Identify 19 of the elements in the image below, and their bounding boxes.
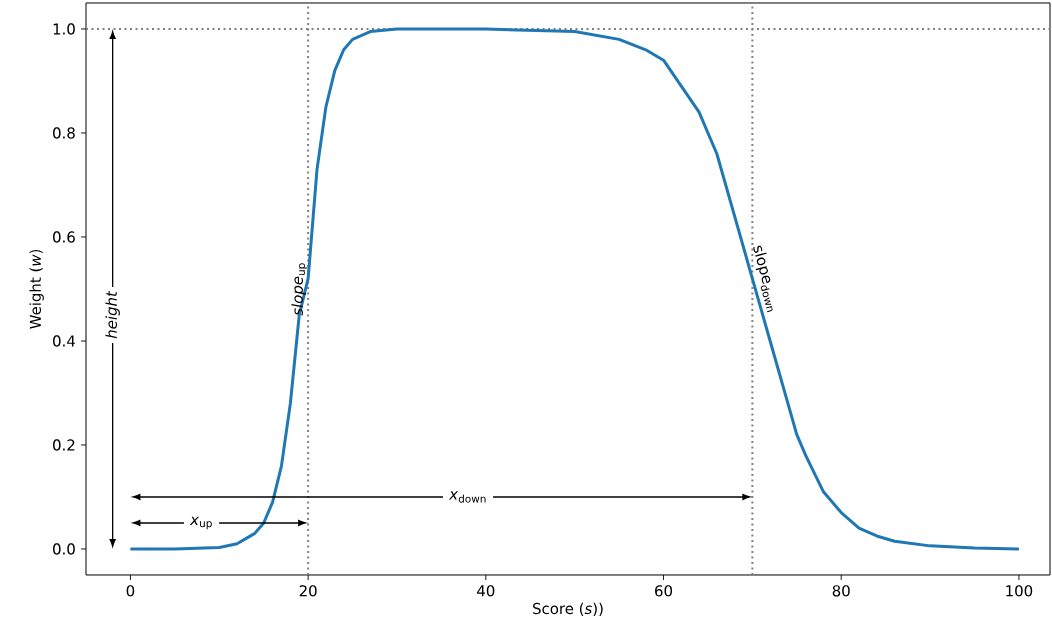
x-axis-title: Score (s)) xyxy=(533,602,603,616)
annotation: x$_{up}$ xyxy=(189,516,212,530)
y-tick-label: 0.6 xyxy=(53,231,75,243)
x-tick-label: 20 xyxy=(299,585,317,597)
x-tick-label: 40 xyxy=(477,585,495,597)
y-tick-label: 0.0 xyxy=(53,543,75,555)
y-axis-title: Weight (w) xyxy=(29,249,44,329)
y-tick-label: 0.4 xyxy=(53,335,75,347)
annotation: height xyxy=(105,290,120,339)
y-tick-label: 0.2 xyxy=(53,439,75,451)
x-tick-label: 80 xyxy=(832,585,850,597)
annotation: slope$_{down}$ xyxy=(753,245,773,313)
annotation: slope$_{up}$ xyxy=(291,263,308,316)
x-tick-label: 0 xyxy=(126,585,135,597)
x-tick-label: 60 xyxy=(655,585,673,597)
y-tick-label: 1.0 xyxy=(53,23,75,35)
y-tick-label: 0.8 xyxy=(53,127,75,139)
x-tick-label: 100 xyxy=(1006,585,1033,597)
annotation: x$_{down}$ xyxy=(448,491,486,503)
